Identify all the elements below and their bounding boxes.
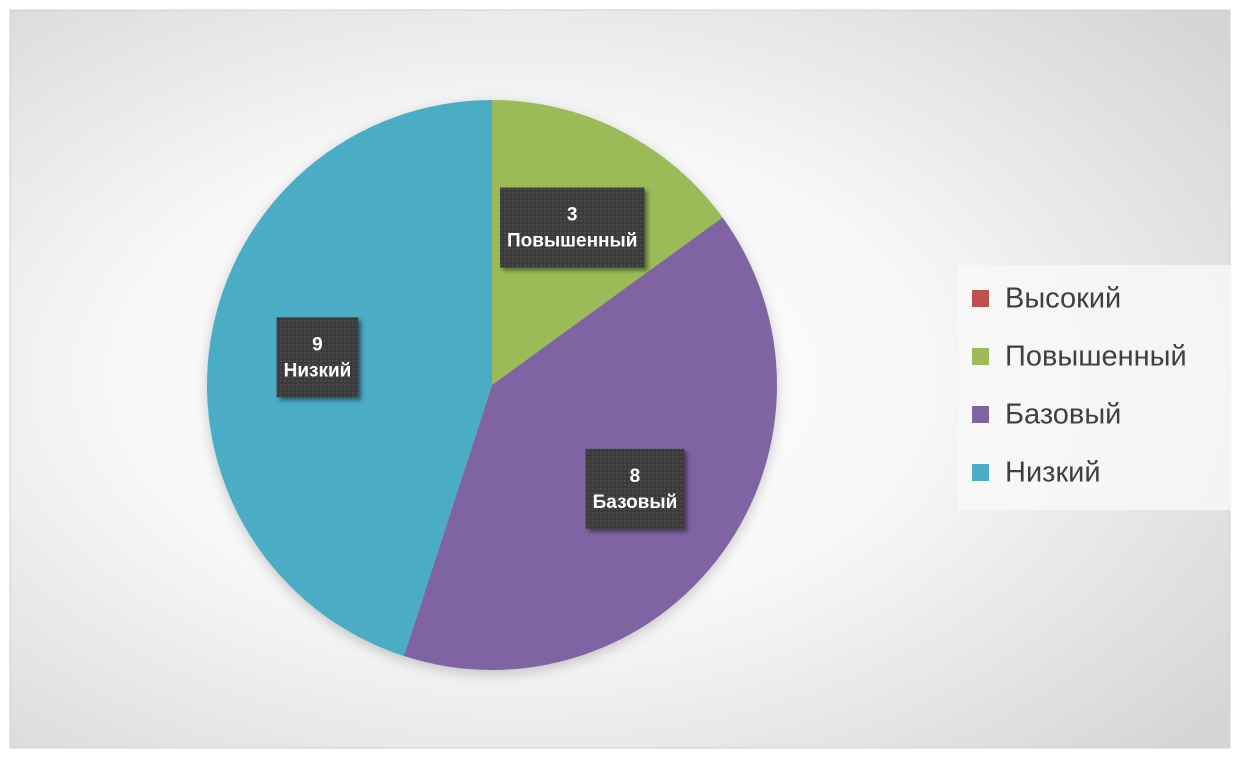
data-labels: 3 Повышенный 8 Базовый 9 Низкий [276, 187, 685, 529]
legend-label: Повышенный [1005, 341, 1187, 373]
legend-swatch [972, 406, 989, 423]
legend-swatch [972, 290, 989, 307]
data-label-box [500, 187, 645, 268]
legend-label: Высокий [1005, 283, 1121, 315]
data-label: 8 Базовый [585, 448, 685, 529]
data-label-box [585, 448, 685, 529]
legend-label: Низкий [1005, 457, 1101, 489]
legend-swatch [972, 348, 989, 365]
data-label-category: Низкий [284, 360, 352, 381]
legend: Высокий Повышенный Базовый Низкий [972, 283, 1187, 489]
data-label-box [276, 317, 359, 398]
legend-swatch [972, 464, 989, 481]
legend-box [958, 265, 1232, 510]
data-label-category: Повышенный [507, 231, 637, 252]
data-label: 9 Низкий [276, 317, 359, 398]
data-label-value: 8 [630, 466, 641, 487]
pie-slice [403, 217, 777, 670]
data-label: 3 Повышенный [500, 187, 645, 268]
data-label-category: Базовый [593, 492, 678, 513]
data-label-value: 3 [567, 205, 578, 226]
data-label-value: 9 [312, 334, 323, 355]
legend-label: Базовый [1005, 399, 1121, 431]
